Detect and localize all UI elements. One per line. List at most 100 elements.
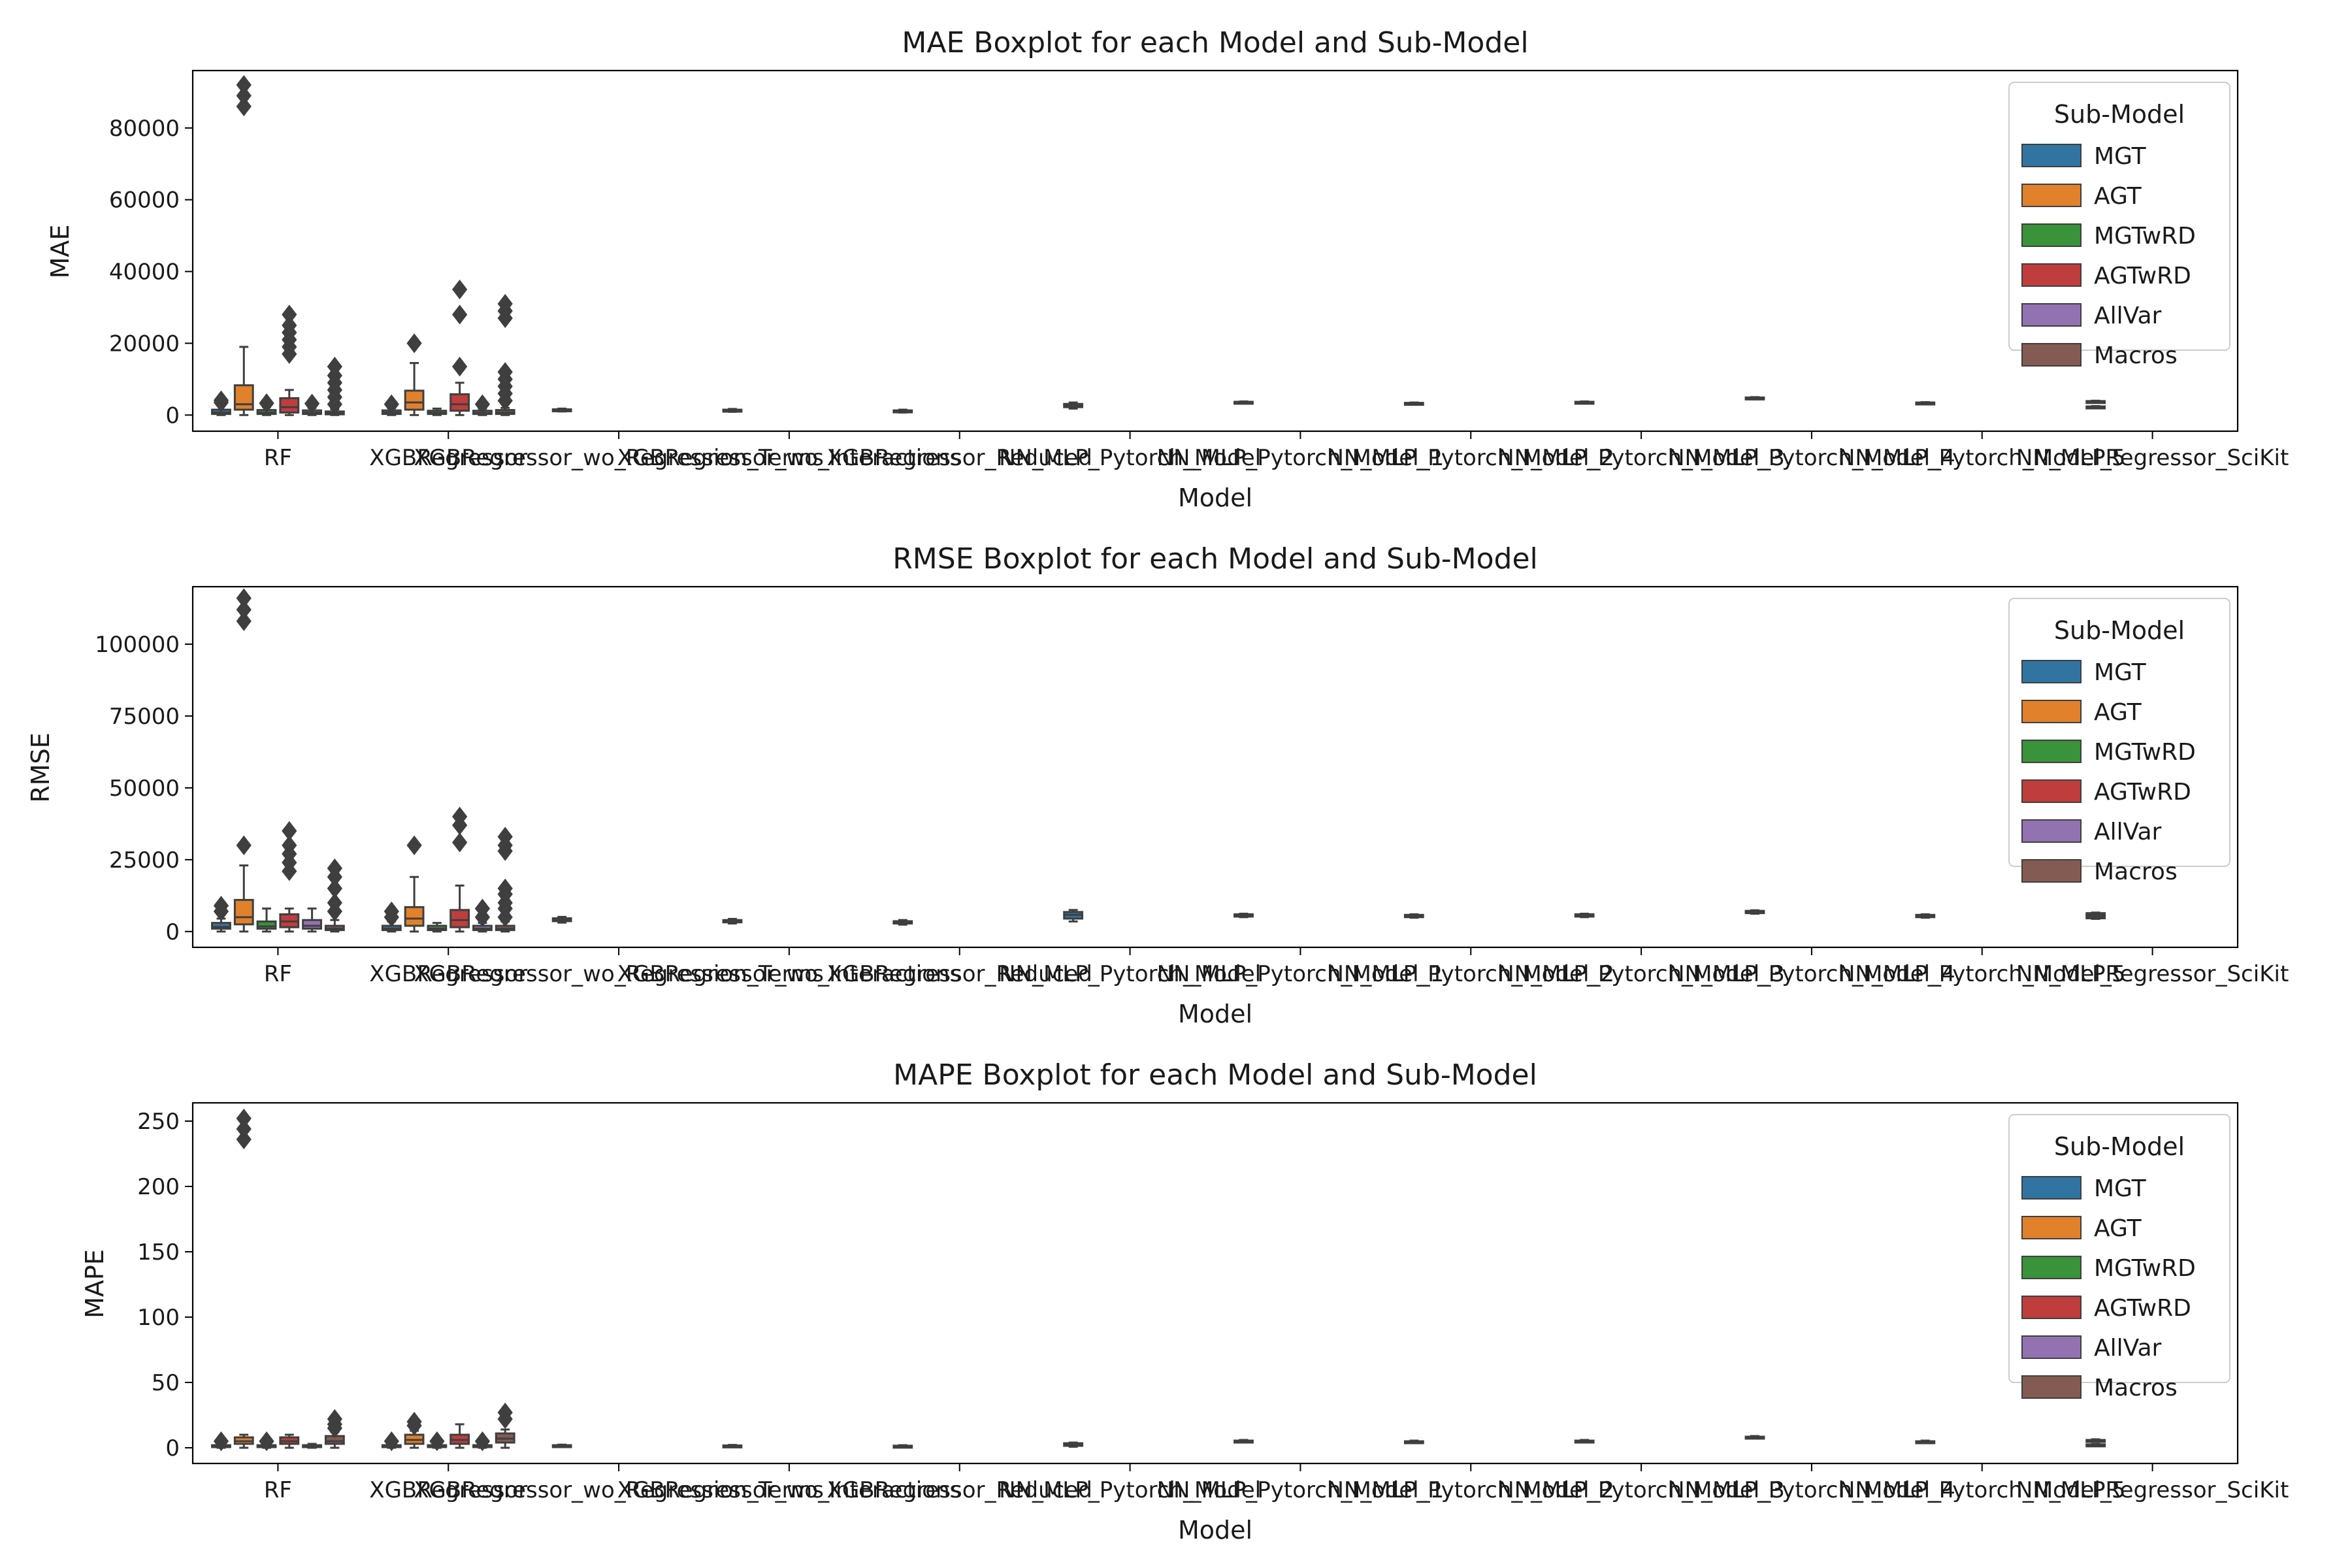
outlier-point xyxy=(213,896,229,916)
legend-label: AGT xyxy=(2094,183,2142,210)
x-tick-label: NN_MLP_Pytorch_Model xyxy=(999,1477,1261,1503)
box-mgtwrd xyxy=(256,907,277,933)
box-mgt xyxy=(1063,909,1084,923)
legend-label: Macros xyxy=(2094,1375,2178,1401)
legend-label: AGTwRD xyxy=(2094,263,2191,289)
x-tick-label: NN_MLP_Pytorch_Model xyxy=(999,445,1261,471)
x-tick-label: NN_MLPRegressor_SciKit xyxy=(2016,961,2289,987)
box-mgt xyxy=(211,1431,231,1452)
box-body xyxy=(449,909,470,928)
box-agt xyxy=(233,74,254,416)
outlier-point xyxy=(452,832,468,853)
box-agt xyxy=(404,333,425,416)
x-tick-label: NN_MLP_Pytorch_Model_5 xyxy=(1838,445,2126,471)
box-allvar xyxy=(302,1443,322,1449)
box-macros xyxy=(324,858,345,933)
box-body xyxy=(279,397,300,414)
rmse-y-axis-label: RMSE xyxy=(26,732,55,802)
legend-swatch xyxy=(2021,1256,2082,1279)
x-tick-label: XGBRegressor_wo_Interactions xyxy=(617,961,962,987)
legend-label: AllVar xyxy=(2094,302,2162,329)
y-tick-label: 20000 xyxy=(109,331,180,357)
y-tick-label: 200 xyxy=(137,1174,180,1200)
mape-x-axis-label: Model xyxy=(1178,1516,1252,1544)
legend-label: MGT xyxy=(2094,659,2147,686)
box-mgt xyxy=(1744,909,1765,915)
legend-label: Macros xyxy=(2094,342,2178,369)
legend-title: Sub-Model xyxy=(2054,100,2185,129)
outlier-point xyxy=(406,333,422,353)
legend-title: Sub-Model xyxy=(2054,1132,2185,1161)
x-tick-label: NN_MLP_Pytorch_Model_2 xyxy=(1327,1477,1614,1503)
box-mgt xyxy=(1233,1439,1254,1444)
box-body xyxy=(404,389,425,411)
outlier-point xyxy=(327,357,342,377)
box-mgt xyxy=(892,408,913,414)
box-allvar xyxy=(302,907,322,933)
plot-frame xyxy=(191,1102,2239,1465)
box-mgt xyxy=(2085,1438,2106,1443)
outlier-point xyxy=(259,393,274,414)
y-tick-label: 0 xyxy=(165,402,180,429)
box-body xyxy=(404,906,425,927)
legend-swatch xyxy=(2021,1375,2082,1399)
legend-swatch xyxy=(2021,660,2082,683)
box-agtwrd xyxy=(279,1433,300,1449)
outlier-point xyxy=(474,1431,491,1452)
outlier-point xyxy=(259,1431,274,1452)
box-mgt xyxy=(1915,401,1936,406)
outlier-point xyxy=(497,362,513,382)
box-agt xyxy=(404,1411,425,1449)
legend-label: MGT xyxy=(2094,143,2147,170)
outlier-point xyxy=(236,600,252,620)
outlier-point xyxy=(304,393,320,414)
x-tick-label: NN_MLP_Pytorch_Model_4 xyxy=(1668,961,1955,987)
outlier-point xyxy=(327,858,342,879)
x-tick-label: RF xyxy=(264,961,292,987)
box-mgt xyxy=(892,919,913,926)
outlier-point xyxy=(327,878,342,898)
outlier-point xyxy=(474,898,491,919)
box-mgt xyxy=(1574,400,1595,405)
box-mgt xyxy=(381,394,402,416)
y-tick-label: 150 xyxy=(137,1239,180,1266)
x-tick-label: NN_MLPRegressor_SciKit xyxy=(2016,1477,2289,1503)
box-mgt xyxy=(1233,913,1254,919)
box-body xyxy=(233,898,254,926)
x-tick-label: NN_MLP_Pytorch_Model_2 xyxy=(1327,961,1614,987)
box-mgt xyxy=(2085,1443,2106,1448)
x-tick-label: XGBRegressor_Reduced xyxy=(827,1477,1092,1503)
outlier-point xyxy=(406,1411,422,1432)
x-tick-label: NN_MLP_Pytorch_Model xyxy=(999,961,1261,987)
x-tick-label: XGBRegressor xyxy=(369,961,527,987)
box-body xyxy=(302,919,322,930)
y-tick-label: 40000 xyxy=(109,259,180,286)
box-macros xyxy=(495,293,515,416)
box-mgt xyxy=(2085,405,2106,410)
box-mgt xyxy=(1233,400,1254,405)
x-tick-label: NN_MLP_Pytorch_Model_4 xyxy=(1668,445,1955,471)
box-mgt xyxy=(1403,913,1424,919)
box-body xyxy=(211,922,231,930)
y-tick-label: 100 xyxy=(137,1305,180,1331)
legend-label: AllVar xyxy=(2094,1335,2162,1362)
box-mgtwrd xyxy=(427,922,448,933)
outlier-point xyxy=(327,1409,342,1429)
outlier-point xyxy=(497,878,513,898)
x-tick-label: XGBRegressor_Reduced xyxy=(827,445,1092,471)
x-tick-label: XGBRegressor xyxy=(369,1477,527,1503)
legend-label: AGTwRD xyxy=(2094,1295,2191,1322)
box-mgt xyxy=(551,915,572,924)
x-tick-label: XGBRegressor_wo_Regression_Terms xyxy=(414,445,824,471)
outlier-point xyxy=(213,1431,229,1452)
box-agtwrd xyxy=(449,279,470,416)
outlier-point xyxy=(384,1431,399,1452)
box-mgt xyxy=(1915,1439,1936,1445)
outlier-point xyxy=(452,357,468,377)
x-tick-label: NN_MLP_Pytorch_Model_3 xyxy=(1497,1477,1785,1503)
box-mgtwrd xyxy=(256,393,277,416)
outlier-point xyxy=(236,1129,252,1150)
x-tick-label: NN_MLP_Pytorch_Model_1 xyxy=(1157,445,1445,471)
box-agtwrd xyxy=(279,821,300,933)
